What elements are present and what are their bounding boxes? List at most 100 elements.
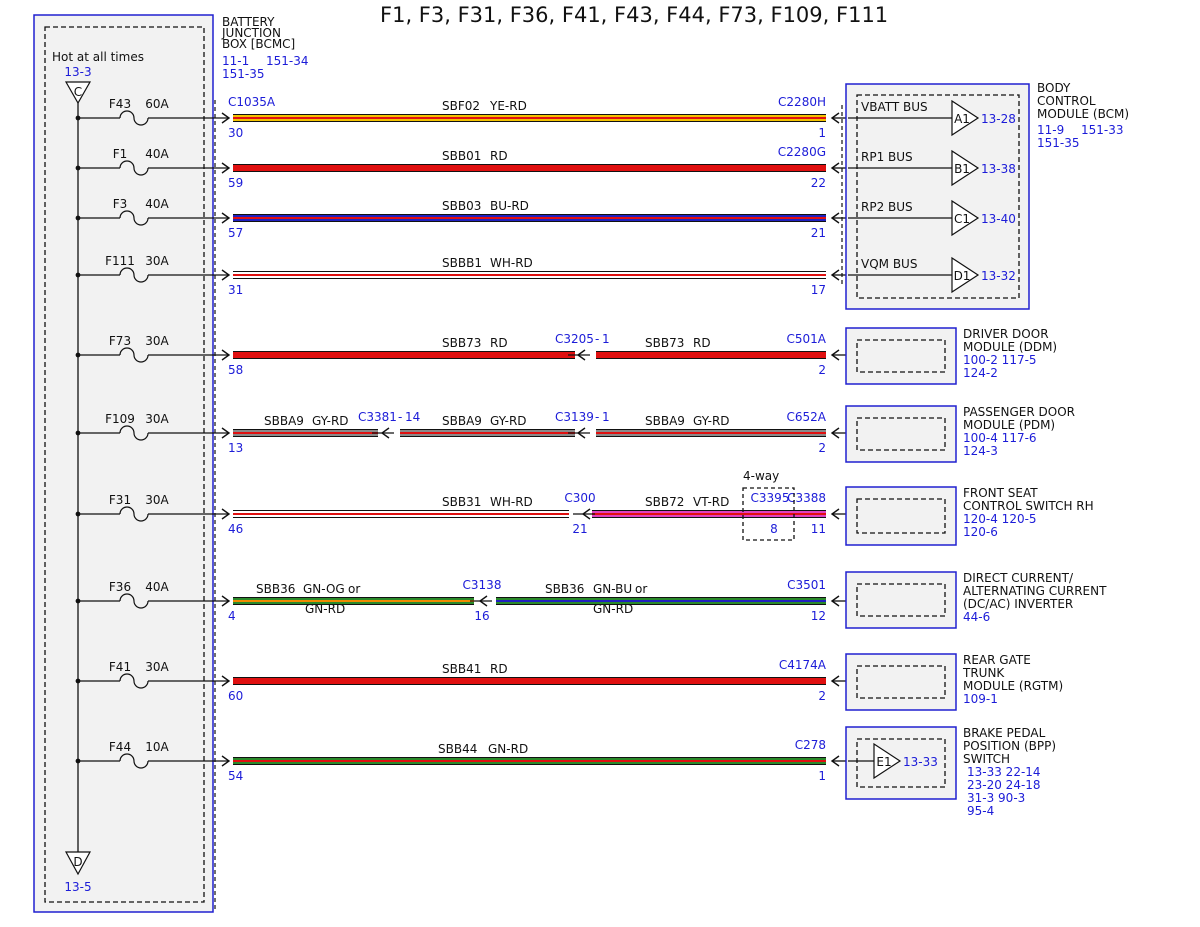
fuse-symbol bbox=[119, 425, 149, 441]
module-pin-number: 12 bbox=[811, 609, 826, 623]
wire-segment bbox=[233, 429, 378, 437]
wire-color-code: WH-RD bbox=[490, 495, 533, 509]
circuit-number: SBB31 bbox=[442, 495, 481, 509]
bjb-pin-number: 30 bbox=[228, 126, 243, 140]
fuse-symbol bbox=[119, 160, 149, 176]
bjb-ref: 151-34 bbox=[266, 54, 309, 68]
fuse-symbol bbox=[119, 593, 149, 609]
bjb-connector-arrow bbox=[221, 162, 231, 174]
bjb-connector-arrow bbox=[221, 269, 231, 281]
module-ref: 95-4 bbox=[967, 804, 994, 818]
bcm-pin-label: C1 bbox=[954, 212, 970, 226]
circuit-number: SBB72 bbox=[645, 495, 684, 509]
fuse-label: F43 bbox=[109, 97, 131, 111]
connector-c-label: C bbox=[74, 85, 82, 99]
wire-color-code: WH-RD bbox=[490, 256, 533, 270]
bcm-bus-label: RP1 BUS bbox=[861, 150, 913, 164]
module-connector-label: C3501 bbox=[787, 578, 826, 592]
fuse-amperage: 10A bbox=[145, 740, 169, 754]
fuse-label: F36 bbox=[109, 580, 131, 594]
fuse-label: F31 bbox=[109, 493, 131, 507]
module-frame bbox=[845, 486, 957, 546]
module-label-line: (DC/AC) INVERTER bbox=[963, 597, 1073, 611]
wire-segment bbox=[596, 429, 826, 437]
module-connector-label: C278 bbox=[795, 738, 826, 752]
wire-stripe-color bbox=[233, 432, 378, 434]
module-frame bbox=[845, 653, 957, 711]
inline-connector-arrow bbox=[478, 595, 488, 607]
module-pin-number: 21 bbox=[811, 226, 826, 240]
bcm-pin-triangle bbox=[951, 99, 980, 137]
module-connector-label: C2280H bbox=[778, 95, 826, 109]
bcm-inner-dashed bbox=[856, 94, 1020, 299]
inline-connector-label: C3381 bbox=[358, 410, 397, 424]
module-connector-label: C2280G bbox=[778, 145, 826, 159]
inline-connector-label: C3205 bbox=[555, 332, 594, 346]
module-label-line: ALTERNATING CURRENT bbox=[963, 584, 1107, 598]
inline-connector-pin: 16 bbox=[474, 609, 489, 623]
wire-segment bbox=[233, 214, 826, 222]
fuse-amperage: 30A bbox=[145, 334, 169, 348]
wire-color-code: GY-RD bbox=[490, 414, 527, 428]
module-label-line: POSITION (BPP) bbox=[963, 739, 1056, 753]
wire-stripe-color bbox=[496, 600, 826, 602]
module-ref: 13-33 22-14 bbox=[967, 765, 1041, 779]
bjb-connector-arrow bbox=[221, 427, 231, 439]
wire-segment bbox=[233, 510, 569, 518]
module-inner-dashed bbox=[856, 583, 946, 617]
wire-base-color bbox=[596, 352, 826, 358]
module-pin-number: 2 bbox=[818, 441, 826, 455]
bjb-inner-dashed bbox=[44, 26, 205, 903]
wire-segment bbox=[233, 164, 826, 172]
bcm-pin-triangle bbox=[951, 149, 980, 187]
connector-c-triangle bbox=[64, 81, 92, 105]
inline-connector-dash: - bbox=[595, 332, 599, 346]
module-frame bbox=[845, 571, 957, 629]
bjb-pin-number: 58 bbox=[228, 363, 243, 377]
bcm-pin-triangle bbox=[951, 199, 980, 237]
splice-note: 4-way bbox=[743, 469, 779, 483]
bjb-label-line: BOX [BCMC] bbox=[222, 37, 295, 51]
wire-segment bbox=[233, 597, 474, 605]
splice-pin: 8 bbox=[770, 522, 778, 536]
module-pin-number: 22 bbox=[811, 176, 826, 190]
bcm-pin-ref: 13-32 bbox=[981, 269, 1016, 283]
wire-stripe-color bbox=[233, 600, 474, 602]
module-connector-label: C3388 bbox=[787, 491, 826, 505]
wire-color-code: RD bbox=[490, 149, 508, 163]
module-inner-dashed bbox=[856, 417, 946, 451]
fuse-amperage: 40A bbox=[145, 147, 169, 161]
module-label-line: DIRECT CURRENT/ bbox=[963, 571, 1074, 585]
module-frame bbox=[845, 726, 957, 800]
wire-color-code: GY-RD bbox=[693, 414, 730, 428]
inline-connector-label: C300 bbox=[564, 491, 595, 505]
wire-color-code: GN-OG bbox=[303, 582, 345, 596]
bcm-bus-label: VBATT BUS bbox=[861, 100, 928, 114]
wire-segment bbox=[233, 677, 826, 685]
module-ref: 100-4 117-6 bbox=[963, 431, 1037, 445]
circuit-number: SBB01 bbox=[442, 149, 481, 163]
wire-color-code-alt: GN-RD bbox=[305, 602, 345, 616]
bjb-pin-number: 13 bbox=[228, 441, 243, 455]
fuse-label: F41 bbox=[109, 660, 131, 674]
fuse-symbol bbox=[119, 673, 149, 689]
module-ref: 109-1 bbox=[963, 692, 998, 706]
bjb-pin-number: 4 bbox=[228, 609, 236, 623]
circuit-number: SBB41 bbox=[442, 662, 481, 676]
splice-dashed-box bbox=[742, 487, 795, 541]
inline-connector-arrow bbox=[576, 349, 586, 361]
wire-stripe-color bbox=[233, 760, 826, 762]
wire-color-code: GN-BU bbox=[593, 582, 632, 596]
fuse-symbol bbox=[119, 267, 149, 283]
or-text: or bbox=[635, 582, 647, 596]
wire-segment bbox=[233, 351, 575, 359]
bcm-pin-label: B1 bbox=[954, 162, 970, 176]
circuit-number: SBBB1 bbox=[442, 256, 482, 270]
module-label-line: TRUNK bbox=[962, 666, 1005, 680]
module-ref: 23-20 24-18 bbox=[967, 778, 1041, 792]
circuit-number: SBBA9 bbox=[442, 414, 482, 428]
connector-d-triangle bbox=[64, 851, 92, 876]
wire-color-code: RD bbox=[693, 336, 711, 350]
inline-connector-label: C3138 bbox=[463, 578, 502, 592]
